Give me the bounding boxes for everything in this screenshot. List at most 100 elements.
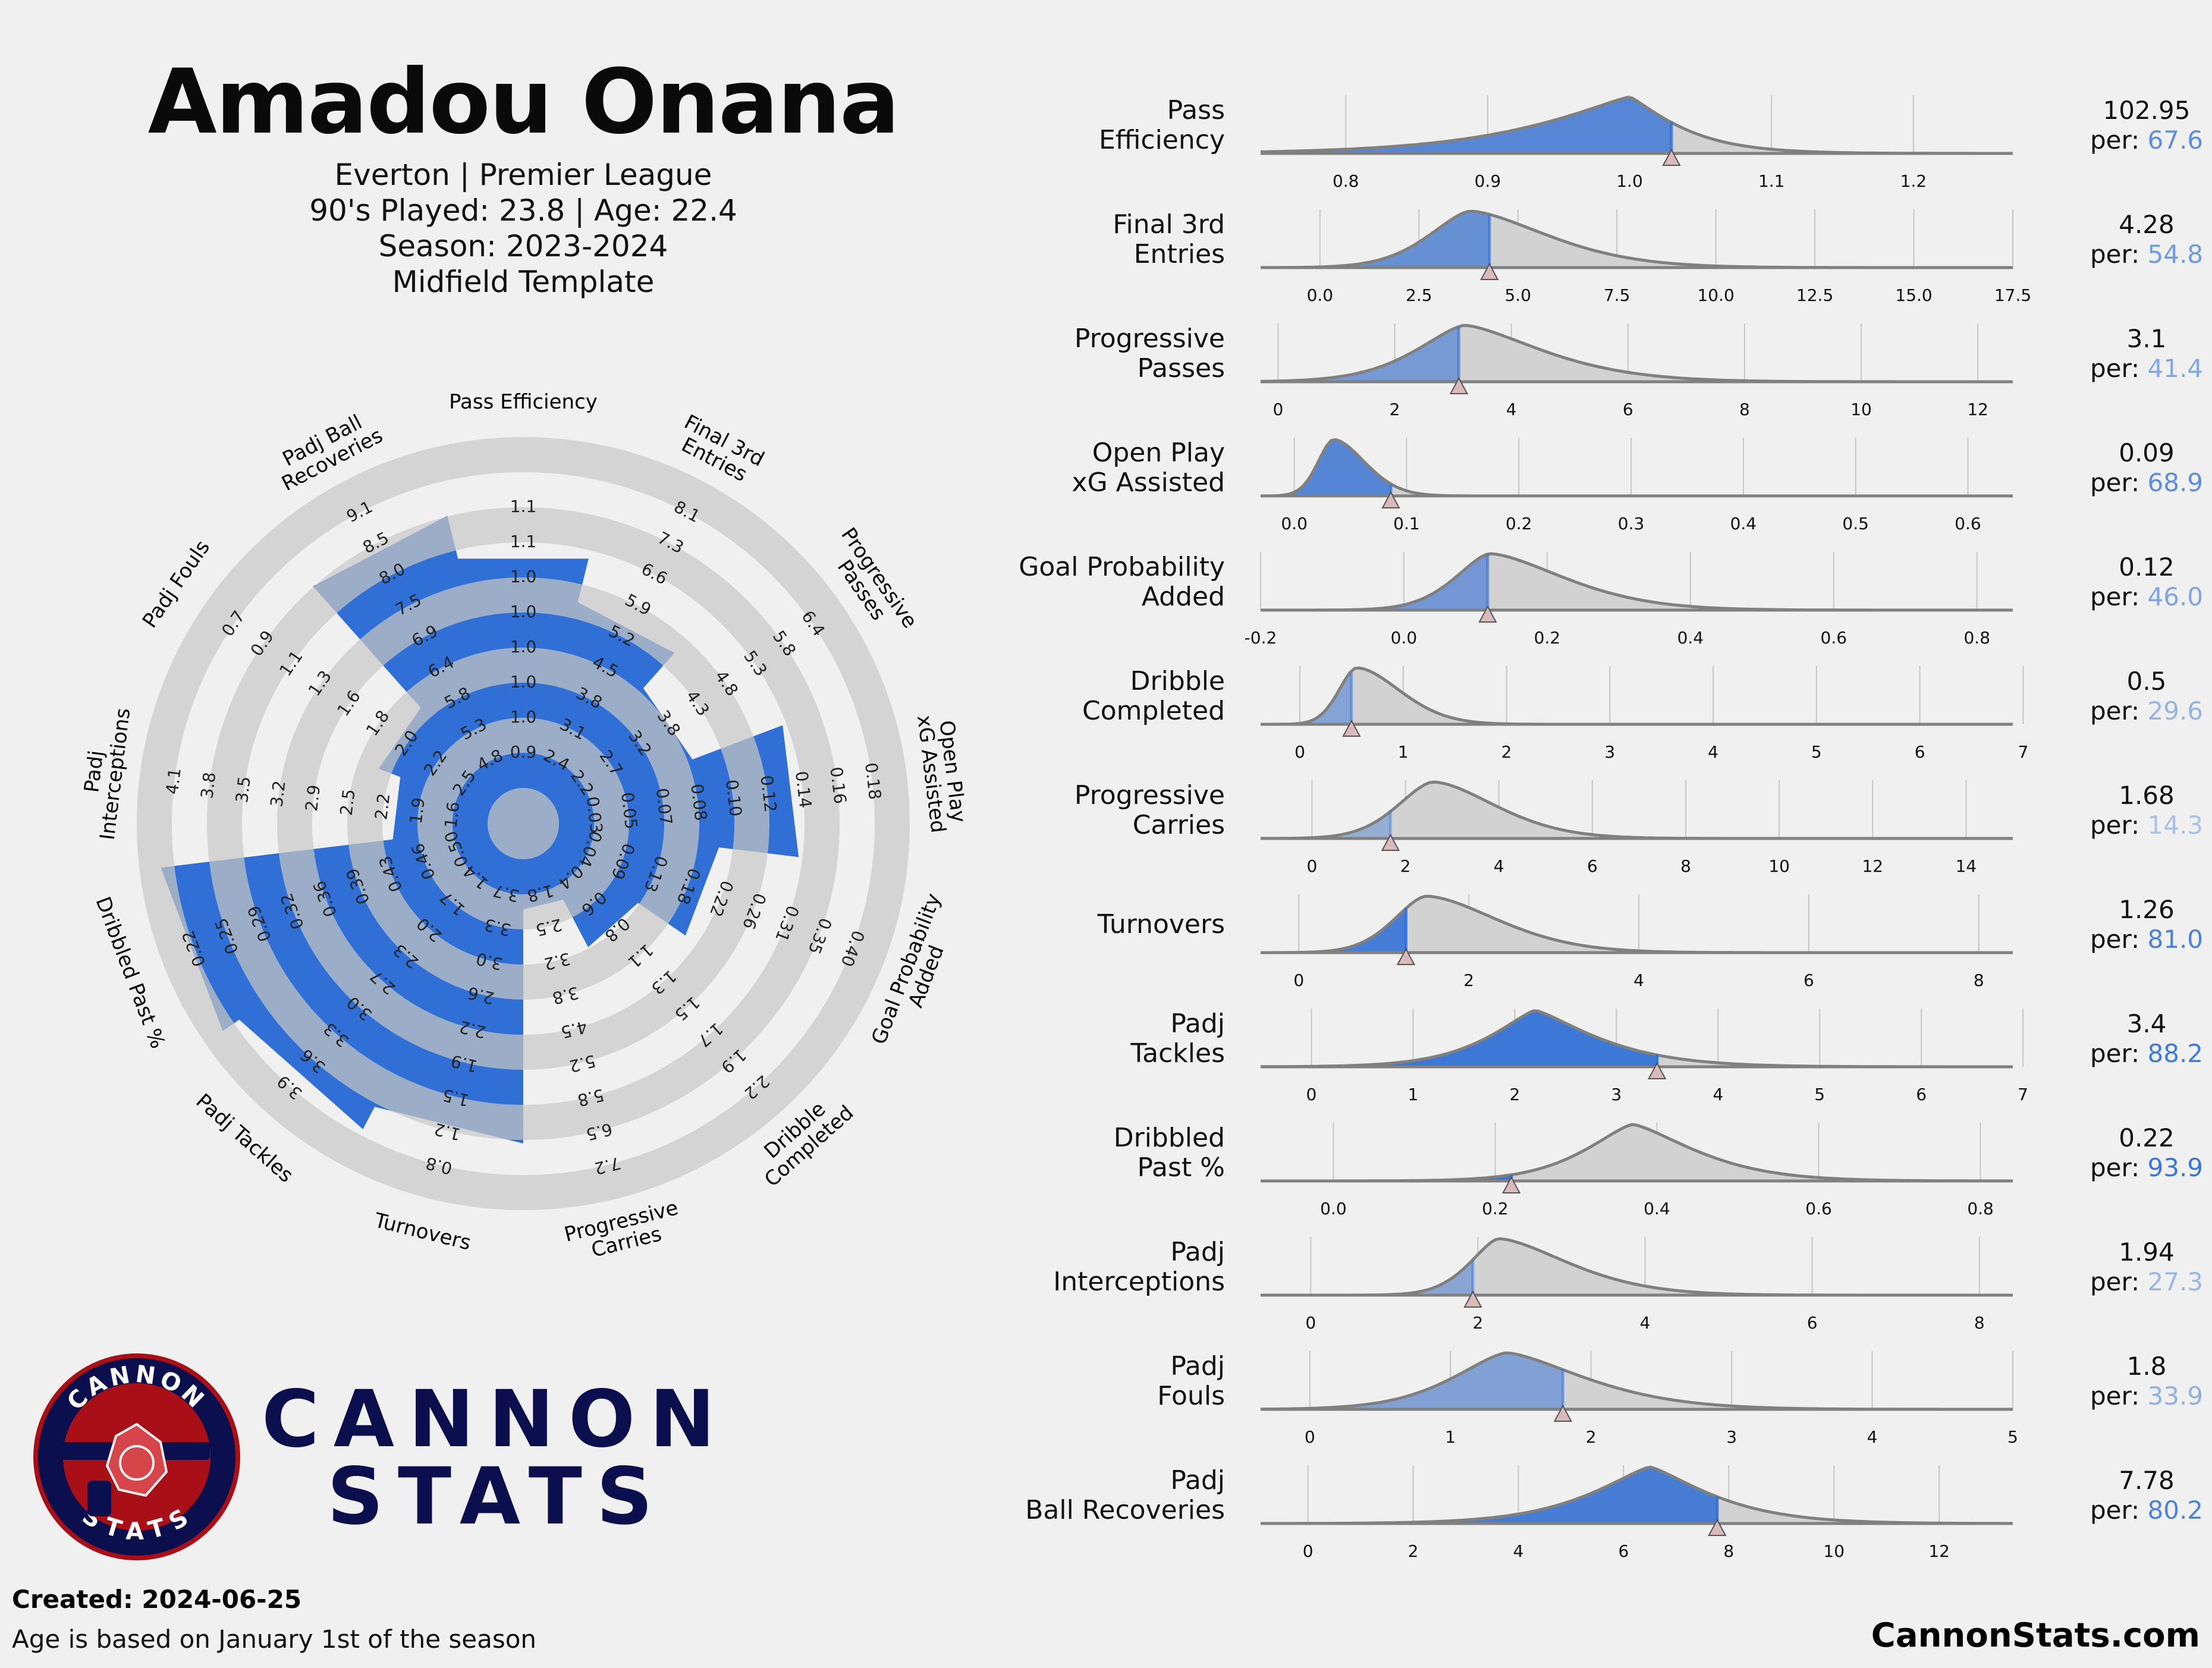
metric-label-line: Open Play bbox=[1092, 438, 1225, 468]
metric-label-line: Padj bbox=[1170, 1237, 1225, 1267]
website-url: CannonStats.com bbox=[1871, 1616, 2200, 1655]
density-tick-label: 5 bbox=[2007, 1427, 2018, 1447]
metric-percentile: per: 41.4 bbox=[2090, 354, 2203, 383]
density-percentile-fill bbox=[1261, 811, 1391, 838]
metric-label-line: Completed bbox=[1082, 696, 1225, 726]
density-tick-label: 4 bbox=[1494, 856, 1504, 876]
density-tick-label: 4 bbox=[1708, 742, 1718, 762]
metric-label-line: Progressive bbox=[1074, 780, 1225, 811]
metric-label-line: Interceptions bbox=[1053, 1267, 1225, 1297]
density-area bbox=[1261, 1239, 2013, 1295]
metric-row: 0.0 2.5 5.0 7.5 10.0 12.5 15.0 17.5 Final 3rd Ent… bbox=[1113, 209, 2203, 305]
metric-label-line: Dribbled bbox=[1114, 1123, 1225, 1153]
cannon-wheel-icon bbox=[87, 1481, 111, 1516]
metric-row: 0.8 0.9 1.0 1.1 1.2 Pass Efficiency 102.95per: … bbox=[1099, 95, 2203, 191]
radar-tick-label: 0.18 bbox=[861, 762, 885, 801]
density-tick-label: 0.1 bbox=[1393, 514, 1420, 533]
player-marker-icon bbox=[1478, 605, 1497, 623]
density-tick-label: 10 bbox=[1823, 1541, 1845, 1561]
metric-value: 7.78 bbox=[2119, 1466, 2175, 1495]
density-tick-label: 8 bbox=[1974, 970, 1984, 990]
density-percentile-fill bbox=[1261, 671, 1352, 724]
density-tick-label: 0.4 bbox=[1644, 1199, 1670, 1218]
density-tick-label: 5.0 bbox=[1504, 285, 1531, 305]
percentile-prefix: per: bbox=[2090, 240, 2148, 269]
density-area bbox=[1261, 896, 2013, 953]
metric-label-line: Past % bbox=[1138, 1152, 1226, 1183]
density-tick-label: 2.5 bbox=[1406, 285, 1432, 305]
radar-ring bbox=[137, 437, 910, 1210]
percentile-prefix: per: bbox=[2090, 125, 2148, 155]
radar-tick-label: 3.8 bbox=[197, 771, 219, 800]
density-tick-label: -0.2 bbox=[1245, 628, 1277, 648]
density-tick-label: 1.0 bbox=[1616, 171, 1643, 191]
radar-tick-label: 1.1 bbox=[510, 497, 537, 516]
cannon-stats-badge: CANNON STATS bbox=[33, 1353, 240, 1560]
density-tick-label: 0 bbox=[1305, 1313, 1316, 1333]
density-tick-label: 4 bbox=[1713, 1085, 1723, 1104]
density-tick-label: 0.0 bbox=[1307, 285, 1334, 305]
density-area bbox=[1261, 1124, 2013, 1181]
metric-label-line: Progressive bbox=[1074, 323, 1225, 354]
percentile-prefix: per: bbox=[2090, 468, 2148, 497]
density-tick-label: 1 bbox=[1445, 1427, 1456, 1447]
density-tick-label: 4 bbox=[1506, 400, 1517, 419]
density-area bbox=[1261, 554, 2013, 610]
density-area bbox=[1261, 1353, 2013, 1409]
density-percentile-fill bbox=[1261, 1467, 1717, 1523]
density-tick-label: 0.3 bbox=[1618, 514, 1645, 533]
density-tick-label: 1.1 bbox=[1758, 171, 1785, 191]
created-date: Created: 2024-06-25 bbox=[12, 1585, 302, 1614]
radar-axis-label-line: Pass Efficiency bbox=[449, 390, 598, 414]
player-marker-icon bbox=[1449, 376, 1469, 394]
percentile-number: 14.3 bbox=[2148, 811, 2204, 840]
player-marker-icon bbox=[1553, 1404, 1573, 1422]
radar-tick-label: 0.9 bbox=[510, 742, 537, 762]
density-tick-label: 0.8 bbox=[1967, 1199, 1994, 1218]
density-tick-label: 2 bbox=[1390, 400, 1400, 419]
percentile-radar-chart: 0.91.01.01.01.01.01.11.12.43.13.84.55.25… bbox=[80, 390, 971, 1262]
metric-label-line: xG Assisted bbox=[1072, 467, 1225, 498]
metric-row: -0.2 0.0 0.2 0.4 0.6 0.8 Goal Probability Added… bbox=[1019, 552, 2203, 648]
metric-label: Progressive Passes bbox=[1074, 323, 1225, 384]
radar-tick-label: 1.0 bbox=[510, 637, 537, 656]
metric-percentile: per: 46.0 bbox=[2090, 582, 2203, 611]
radar-tick-label: 4.1 bbox=[162, 767, 185, 795]
percentile-number: 29.6 bbox=[2148, 696, 2204, 725]
player-marker-icon bbox=[1708, 1518, 1727, 1536]
radar-tick-label: 1.0 bbox=[510, 707, 537, 727]
density-percentile-fill bbox=[1261, 1259, 1473, 1295]
density-tick-label: 5 bbox=[1814, 1085, 1825, 1104]
density-tick-label: 0.0 bbox=[1281, 514, 1308, 533]
density-area bbox=[1261, 782, 2013, 838]
metric-percentile: per: 33.9 bbox=[2090, 1381, 2203, 1411]
metric-percentile: per: 29.6 bbox=[2090, 696, 2203, 725]
density-tick-label: 2 bbox=[1400, 856, 1411, 876]
radar-axis-label: Open PlayxG Assisted bbox=[912, 711, 971, 834]
percentile-prefix: per: bbox=[2090, 354, 2148, 383]
player-marker-icon bbox=[1396, 947, 1416, 965]
density-tick-label: 3 bbox=[1726, 1427, 1737, 1447]
density-tick-label: 3 bbox=[1611, 1085, 1622, 1104]
metric-label-line: Fouls bbox=[1157, 1381, 1225, 1411]
density-tick-label: 4 bbox=[1640, 1313, 1651, 1333]
density-tick-label: 0 bbox=[1305, 1427, 1315, 1447]
density-tick-label: 12 bbox=[1862, 856, 1883, 876]
density-tick-label: 1 bbox=[1398, 742, 1409, 762]
percentile-number: 33.9 bbox=[2148, 1381, 2204, 1411]
metric-percentile: per: 68.9 bbox=[2090, 468, 2203, 497]
density-tick-label: 0.8 bbox=[1963, 628, 1990, 648]
player-marker-icon bbox=[1463, 1290, 1482, 1308]
metric-value: 1.94 bbox=[2119, 1237, 2175, 1267]
density-tick-label: 4 bbox=[1867, 1427, 1878, 1447]
radar-tick-label: 1.0 bbox=[510, 567, 537, 586]
density-percentile-fill bbox=[1261, 908, 1406, 953]
density-tick-label: 0.0 bbox=[1320, 1199, 1347, 1218]
density-tick-label: 0.6 bbox=[1821, 628, 1847, 648]
density-tick-label: 1 bbox=[1408, 1085, 1419, 1104]
density-tick-label: 0.2 bbox=[1534, 628, 1561, 648]
